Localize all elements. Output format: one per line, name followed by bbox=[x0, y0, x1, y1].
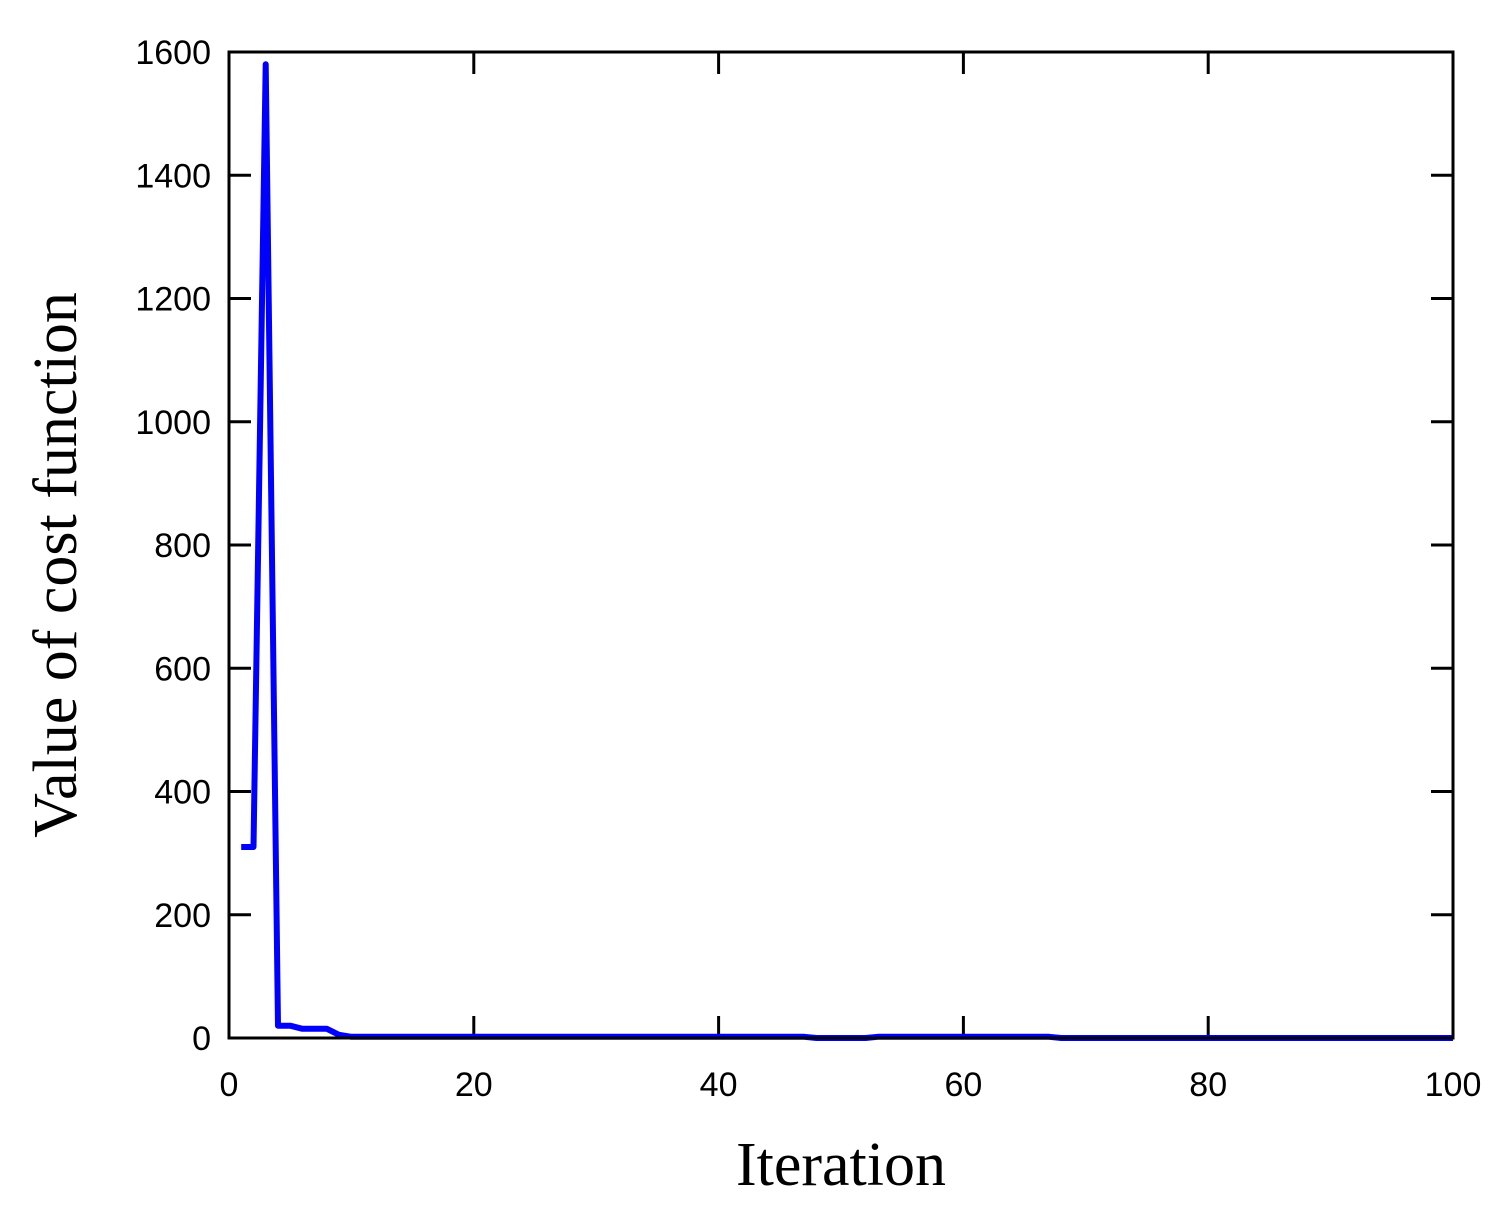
y-tick-label: 800 bbox=[154, 527, 211, 565]
x-tick-label: 80 bbox=[1189, 1066, 1227, 1104]
x-tick-label: 20 bbox=[455, 1066, 493, 1104]
y-tick-label: 1200 bbox=[135, 281, 211, 319]
ticks-layer: 0 20 40 60 80 1000200400600800100012001400160… bbox=[135, 34, 1481, 1104]
y-axis-label: Value of cost function bbox=[22, 292, 90, 838]
cost-series-line bbox=[241, 61, 1453, 1041]
series-layer bbox=[241, 61, 1453, 1041]
y-tick-label: 600 bbox=[154, 650, 211, 688]
x-axis-label: Iteration bbox=[736, 1131, 946, 1199]
y-tick-label: 1000 bbox=[135, 404, 211, 442]
x-tick-label: 60 bbox=[944, 1066, 982, 1104]
y-tick-label: 0 bbox=[192, 1020, 211, 1058]
plot-frame bbox=[227, 50, 1455, 1040]
x-tick-label: 0 bbox=[220, 1066, 239, 1104]
y-tick-label: 1400 bbox=[135, 157, 211, 195]
y-tick-label: 1600 bbox=[135, 34, 211, 72]
y-tick-label: 400 bbox=[154, 774, 211, 812]
x-tick-label: 100 bbox=[1425, 1066, 1482, 1104]
x-tick-label: 40 bbox=[700, 1066, 738, 1104]
y-tick-label: 200 bbox=[154, 897, 211, 935]
